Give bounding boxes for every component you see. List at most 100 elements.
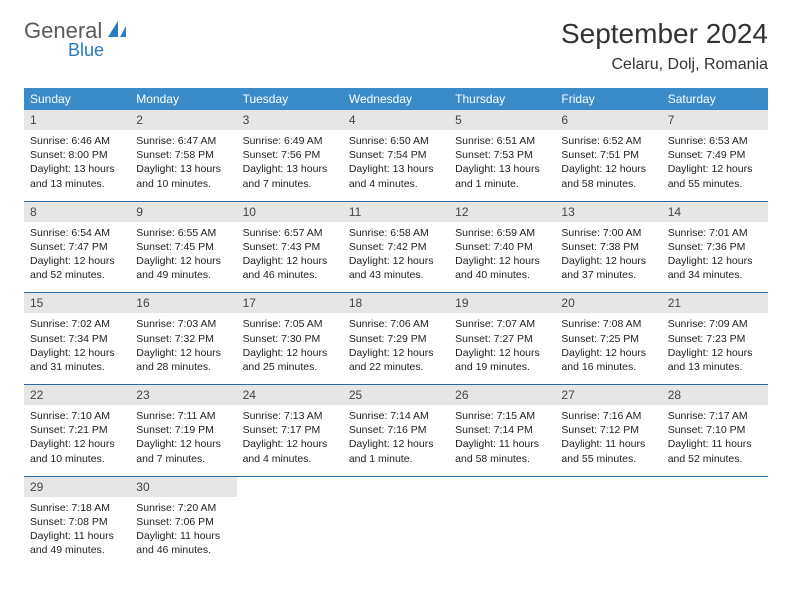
sunset-text: Sunset: 7:34 PM [30,332,124,346]
sunset-text: Sunset: 7:45 PM [136,240,230,254]
title-block: September 2024 Celaru, Dolj, Romania [561,18,768,74]
sunrise-text: Sunrise: 6:57 AM [243,226,337,240]
day-number: 18 [343,293,449,313]
daylight-text: Daylight: 11 hours and 55 minutes. [561,437,655,465]
day-details: Sunrise: 6:47 AMSunset: 7:58 PMDaylight:… [130,130,236,201]
day-header: Monday [130,88,236,110]
day-header: Saturday [662,88,768,110]
day-details: Sunrise: 7:02 AMSunset: 7:34 PMDaylight:… [24,313,130,384]
daylight-text: Daylight: 12 hours and 10 minutes. [30,437,124,465]
day-number: 5 [449,110,555,130]
calendar-cell: 22Sunrise: 7:10 AMSunset: 7:21 PMDayligh… [24,385,130,476]
daylight-text: Daylight: 11 hours and 49 minutes. [30,529,124,557]
calendar-cell: 3Sunrise: 6:49 AMSunset: 7:56 PMDaylight… [237,110,343,201]
day-details: Sunrise: 6:57 AMSunset: 7:43 PMDaylight:… [237,222,343,293]
sunrise-text: Sunrise: 6:51 AM [455,134,549,148]
calendar-cell: 17Sunrise: 7:05 AMSunset: 7:30 PMDayligh… [237,293,343,384]
sunrise-text: Sunrise: 6:46 AM [30,134,124,148]
daylight-text: Daylight: 12 hours and 25 minutes. [243,346,337,374]
sunrise-text: Sunrise: 6:47 AM [136,134,230,148]
day-details [343,483,449,545]
sunrise-text: Sunrise: 7:15 AM [455,409,549,423]
sunset-text: Sunset: 7:42 PM [349,240,443,254]
day-details: Sunrise: 6:49 AMSunset: 7:56 PMDaylight:… [237,130,343,201]
sunset-text: Sunset: 7:29 PM [349,332,443,346]
daylight-text: Daylight: 12 hours and 55 minutes. [668,162,762,190]
calendar-week: 8Sunrise: 6:54 AMSunset: 7:47 PMDaylight… [24,202,768,294]
day-number: 4 [343,110,449,130]
sunset-text: Sunset: 7:27 PM [455,332,549,346]
calendar-cell-empty [237,477,343,568]
day-number: 13 [555,202,661,222]
daylight-text: Daylight: 12 hours and 1 minute. [349,437,443,465]
day-number: 30 [130,477,236,497]
day-number: 12 [449,202,555,222]
day-number: 3 [237,110,343,130]
day-number: 29 [24,477,130,497]
day-details: Sunrise: 7:13 AMSunset: 7:17 PMDaylight:… [237,405,343,476]
sunrise-text: Sunrise: 7:14 AM [349,409,443,423]
sunset-text: Sunset: 7:21 PM [30,423,124,437]
daylight-text: Daylight: 13 hours and 13 minutes. [30,162,124,190]
sunrise-text: Sunrise: 7:18 AM [30,501,124,515]
day-number: 16 [130,293,236,313]
day-number: 7 [662,110,768,130]
sunrise-text: Sunrise: 7:02 AM [30,317,124,331]
day-number: 17 [237,293,343,313]
daylight-text: Daylight: 11 hours and 46 minutes. [136,529,230,557]
sunrise-text: Sunrise: 7:03 AM [136,317,230,331]
calendar-cell: 8Sunrise: 6:54 AMSunset: 7:47 PMDaylight… [24,202,130,293]
logo-sail-icon [107,20,129,43]
day-header: Wednesday [343,88,449,110]
day-header: Tuesday [237,88,343,110]
calendar-cell: 14Sunrise: 7:01 AMSunset: 7:36 PMDayligh… [662,202,768,293]
day-details: Sunrise: 7:07 AMSunset: 7:27 PMDaylight:… [449,313,555,384]
day-number: 8 [24,202,130,222]
calendar-cell: 7Sunrise: 6:53 AMSunset: 7:49 PMDaylight… [662,110,768,201]
sunset-text: Sunset: 7:25 PM [561,332,655,346]
calendar-cell-empty [449,477,555,568]
day-number: 15 [24,293,130,313]
day-details [662,483,768,545]
sunset-text: Sunset: 7:17 PM [243,423,337,437]
calendar-cell: 30Sunrise: 7:20 AMSunset: 7:06 PMDayligh… [130,477,236,568]
sunrise-text: Sunrise: 6:55 AM [136,226,230,240]
day-details: Sunrise: 6:55 AMSunset: 7:45 PMDaylight:… [130,222,236,293]
calendar-cell: 5Sunrise: 6:51 AMSunset: 7:53 PMDaylight… [449,110,555,201]
day-number: 26 [449,385,555,405]
day-details: Sunrise: 7:14 AMSunset: 7:16 PMDaylight:… [343,405,449,476]
daylight-text: Daylight: 12 hours and 49 minutes. [136,254,230,282]
sunrise-text: Sunrise: 7:01 AM [668,226,762,240]
day-number: 6 [555,110,661,130]
day-details: Sunrise: 7:03 AMSunset: 7:32 PMDaylight:… [130,313,236,384]
calendar-cell: 16Sunrise: 7:03 AMSunset: 7:32 PMDayligh… [130,293,236,384]
calendar-cell: 11Sunrise: 6:58 AMSunset: 7:42 PMDayligh… [343,202,449,293]
daylight-text: Daylight: 12 hours and 7 minutes. [136,437,230,465]
calendar-week: 15Sunrise: 7:02 AMSunset: 7:34 PMDayligh… [24,293,768,385]
sunrise-text: Sunrise: 7:16 AM [561,409,655,423]
day-details: Sunrise: 6:58 AMSunset: 7:42 PMDaylight:… [343,222,449,293]
day-details: Sunrise: 7:09 AMSunset: 7:23 PMDaylight:… [662,313,768,384]
page-title: September 2024 [561,18,768,50]
day-header: Friday [555,88,661,110]
calendar-cell: 26Sunrise: 7:15 AMSunset: 7:14 PMDayligh… [449,385,555,476]
day-details: Sunrise: 6:50 AMSunset: 7:54 PMDaylight:… [343,130,449,201]
day-details: Sunrise: 7:15 AMSunset: 7:14 PMDaylight:… [449,405,555,476]
day-number: 10 [237,202,343,222]
calendar-cell-empty [662,477,768,568]
sunset-text: Sunset: 7:30 PM [243,332,337,346]
day-details: Sunrise: 7:10 AMSunset: 7:21 PMDaylight:… [24,405,130,476]
sunrise-text: Sunrise: 7:17 AM [668,409,762,423]
sunrise-text: Sunrise: 6:54 AM [30,226,124,240]
calendar-cell: 15Sunrise: 7:02 AMSunset: 7:34 PMDayligh… [24,293,130,384]
sunset-text: Sunset: 7:16 PM [349,423,443,437]
daylight-text: Daylight: 12 hours and 28 minutes. [136,346,230,374]
day-number: 28 [662,385,768,405]
day-details [237,483,343,545]
sunset-text: Sunset: 7:51 PM [561,148,655,162]
day-details: Sunrise: 6:46 AMSunset: 8:00 PMDaylight:… [24,130,130,201]
sunset-text: Sunset: 7:43 PM [243,240,337,254]
page-header: General Blue September 2024 Celaru, Dolj… [0,0,792,80]
sunset-text: Sunset: 7:10 PM [668,423,762,437]
day-details: Sunrise: 7:08 AMSunset: 7:25 PMDaylight:… [555,313,661,384]
